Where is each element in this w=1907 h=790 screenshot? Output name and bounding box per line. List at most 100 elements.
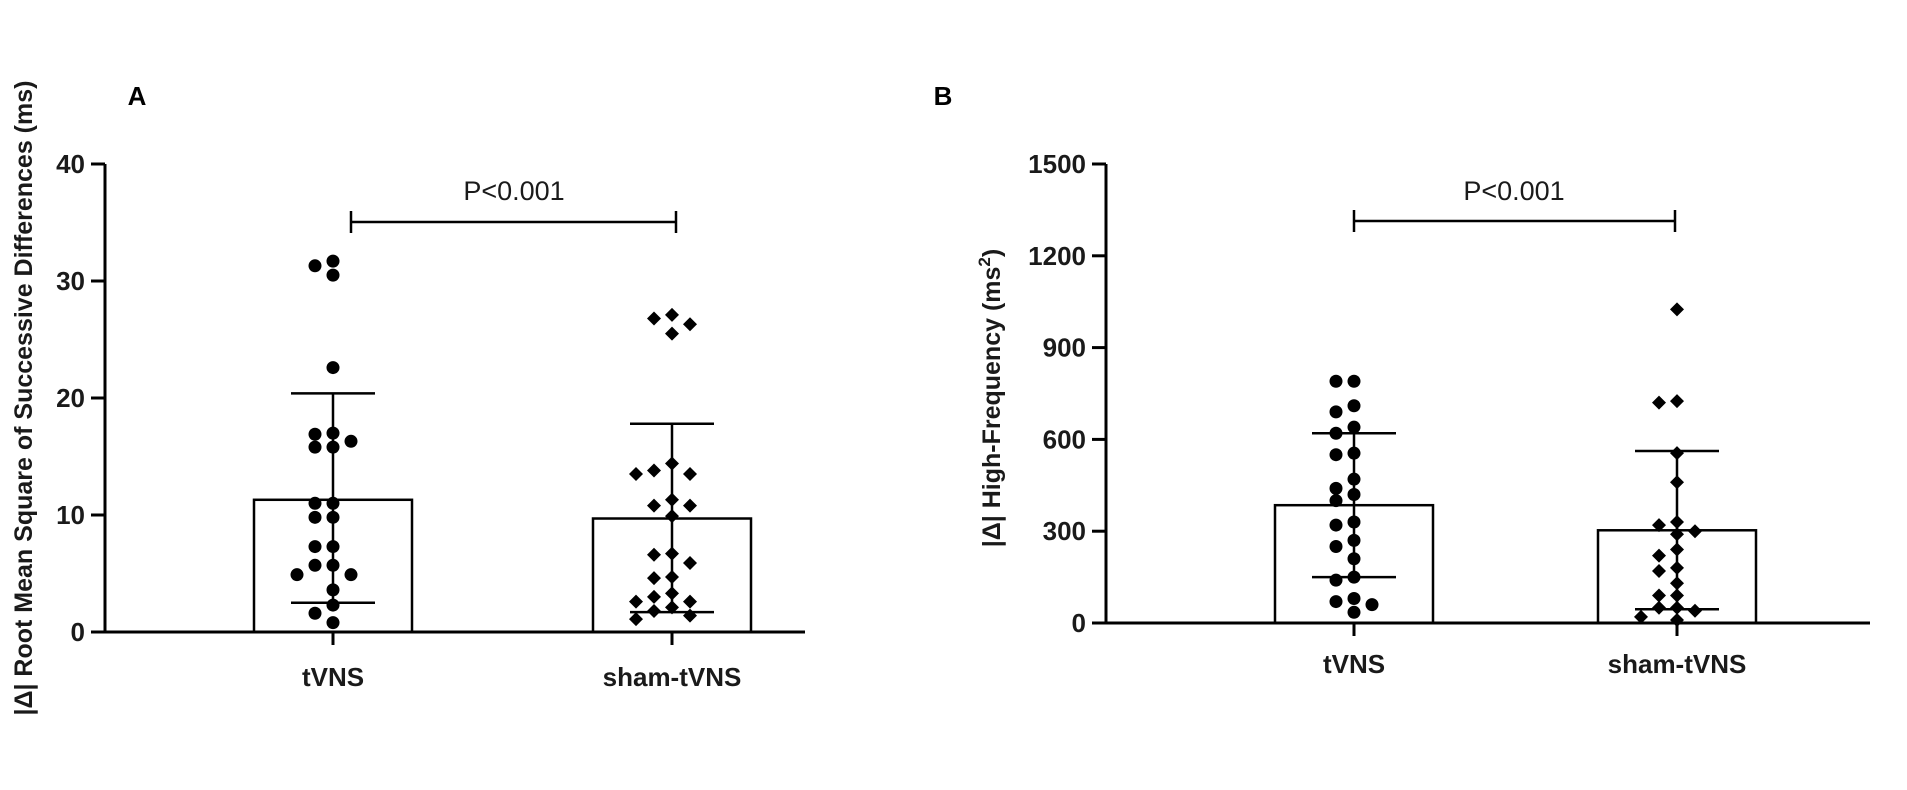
y-tick-label: 0 <box>1072 608 1086 638</box>
data-point <box>629 612 643 627</box>
data-point <box>326 440 340 454</box>
data-point <box>629 467 643 482</box>
data-point <box>647 571 661 586</box>
data-point <box>1652 588 1666 603</box>
data-point <box>1329 494 1343 508</box>
y-tick-label: 30 <box>56 266 85 296</box>
data-point <box>665 600 679 615</box>
data-point <box>1670 542 1684 557</box>
data-point <box>1670 560 1684 575</box>
data-point <box>1670 515 1684 530</box>
data-point <box>683 317 697 332</box>
data-point <box>1329 405 1343 419</box>
y-tick-label: 300 <box>1043 516 1086 546</box>
data-point <box>1688 524 1702 539</box>
data-point <box>647 311 661 326</box>
data-point <box>1329 595 1343 609</box>
y-tick-label: 20 <box>56 383 85 413</box>
data-point <box>1329 374 1343 388</box>
data-point <box>326 426 340 440</box>
data-point <box>1347 592 1361 606</box>
y-axis-title-superscript: 2 <box>975 257 994 266</box>
x-category-label: tVNS <box>302 662 364 692</box>
data-point <box>308 540 322 554</box>
data-point <box>1329 540 1343 553</box>
y-axis-title: |Δ| Root Mean Square of Successive Diffe… <box>10 81 38 716</box>
data-point <box>326 598 340 612</box>
data-point <box>1670 475 1684 490</box>
data-point <box>326 583 340 597</box>
chart-panel-b: B |Δ| High-Frequency (ms2) 0 300 600 900 1200 1… <box>934 81 1870 679</box>
data-point <box>683 608 697 623</box>
data-point <box>1670 527 1684 542</box>
data-point <box>1347 472 1361 486</box>
data-point <box>1347 399 1361 413</box>
data-point <box>326 268 340 282</box>
y-tick-label: 900 <box>1043 333 1086 363</box>
data-point <box>326 616 340 630</box>
data-point <box>1347 487 1361 501</box>
data-point <box>308 606 322 620</box>
data-point <box>683 498 697 513</box>
data-point <box>326 361 340 375</box>
data-point <box>1347 570 1361 584</box>
data-point <box>308 496 322 510</box>
y-tick-label: 10 <box>56 500 85 530</box>
data-point <box>647 589 661 604</box>
data-point <box>308 259 322 273</box>
data-point <box>1347 533 1361 547</box>
data-point <box>683 555 697 570</box>
data-point <box>344 434 358 448</box>
data-point <box>1347 515 1361 529</box>
data-point <box>1670 612 1684 627</box>
y-tick-label: 40 <box>56 149 85 179</box>
data-point <box>629 594 643 609</box>
data-point <box>290 568 304 582</box>
p-value-annotation: P<0.001 <box>463 176 564 206</box>
p-value-annotation: P<0.001 <box>1463 176 1564 206</box>
data-point <box>665 570 679 585</box>
data-point <box>308 440 322 454</box>
data-point <box>665 509 679 524</box>
data-point <box>1670 576 1684 591</box>
data-point <box>683 594 697 609</box>
data-point <box>665 492 679 507</box>
data-point <box>326 510 340 524</box>
data-point <box>1652 518 1666 533</box>
data-point <box>326 254 340 268</box>
x-category-label: sham-tVNS <box>1608 649 1747 679</box>
data-point <box>1652 548 1666 563</box>
y-axis-title: |Δ| High-Frequency (ms2) <box>975 249 1006 547</box>
data-point <box>665 586 679 601</box>
data-point <box>308 510 322 524</box>
data-point <box>1652 600 1666 615</box>
x-category-label: tVNS <box>1323 649 1385 679</box>
data-point <box>1347 446 1361 460</box>
data-point <box>326 540 340 554</box>
data-point <box>1670 588 1684 603</box>
x-category-label: sham-tVNS <box>603 662 742 692</box>
data-point <box>1634 609 1648 624</box>
data-point <box>1670 446 1684 461</box>
data-point <box>647 463 661 478</box>
data-point <box>665 546 679 561</box>
data-point <box>1329 448 1343 462</box>
data-point <box>1670 600 1684 615</box>
data-point <box>647 603 661 618</box>
y-tick-label: 0 <box>71 617 85 647</box>
y-axis-title-tail: ) <box>978 249 1006 257</box>
y-tick-label: 1500 <box>1028 149 1086 179</box>
data-point <box>326 496 340 510</box>
data-point <box>1329 481 1343 495</box>
data-point <box>1688 603 1702 618</box>
data-point <box>326 558 340 572</box>
y-tick-label: 600 <box>1043 424 1086 454</box>
data-point <box>308 427 322 441</box>
data-point <box>1365 598 1379 612</box>
data-point <box>1347 374 1361 388</box>
data-point <box>1329 573 1343 587</box>
chart-panel-a: A |Δ| Root Mean Square of Successive Diff… <box>10 81 805 716</box>
data-point <box>1652 395 1666 410</box>
y-tick-label: 1200 <box>1028 241 1086 271</box>
